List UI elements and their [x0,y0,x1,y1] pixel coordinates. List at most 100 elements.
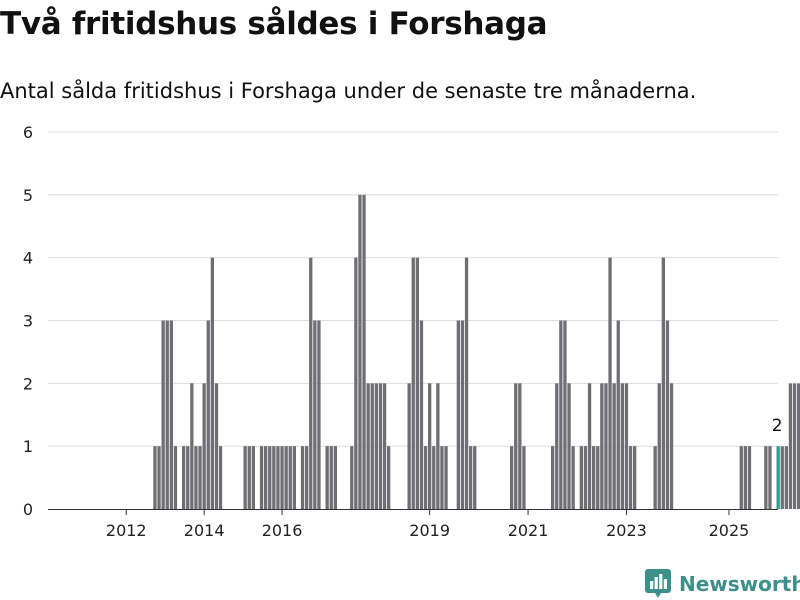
bar [370,383,374,509]
bar [460,320,465,509]
bar [268,446,272,509]
bar [764,446,768,509]
bar [325,446,329,509]
bar [374,383,378,509]
bar [259,446,264,509]
y-axis-ticks: 0 1 2 3 4 5 6 [23,123,33,519]
bar [784,446,788,509]
y-tick-label: 6 [23,123,33,142]
x-tick-label: 2016 [262,521,303,540]
bar [288,446,292,509]
bar [300,446,305,509]
bar [354,257,358,509]
bar [206,320,210,509]
bar [456,320,460,509]
y-tick-label: 3 [23,312,33,331]
bar [280,446,284,509]
x-tick-label: 2014 [184,521,225,540]
y-tick-label: 4 [23,249,33,268]
bar [600,383,604,509]
bar [251,446,255,509]
y-tick-label: 2 [23,374,33,393]
bar [378,383,383,509]
chart-subtitle: Antal sålda fritidshus i Forshaga under … [0,79,697,103]
bar [518,383,522,509]
bar [567,383,571,509]
bar [780,446,784,509]
bar [247,446,251,509]
bar [411,257,415,509]
newsworthy-logo: Newsworthy [645,569,800,599]
chart-title: Två fritidshus såldes i Forshaga [0,6,548,42]
bar [624,383,629,509]
brand-name: Newsworthy [679,572,800,596]
bar [292,446,296,509]
bar [366,383,370,509]
bar [559,320,563,509]
x-tick-label: 2025 [709,521,750,540]
bar [473,446,477,509]
bar [612,383,616,509]
bar [469,446,473,509]
data-label: 2 [772,416,783,436]
bar [210,257,214,509]
bar [387,446,391,509]
bar [317,320,321,509]
bar [661,257,665,509]
bar [276,446,280,509]
bar [571,446,575,509]
bar [792,383,797,509]
bar [419,320,424,509]
bar [423,446,428,509]
bar [464,257,469,509]
bar [608,257,612,509]
bar [436,383,440,509]
y-tick-label: 1 [23,437,33,456]
bar [309,257,313,509]
x-tick-label: 2021 [508,521,549,540]
bar [161,320,165,509]
bar [620,383,624,509]
bar [169,320,173,509]
bar [284,446,288,509]
bar [428,383,432,509]
x-axis-ticks: 2012 2014 2016 2019 2021 2023 2025 [106,521,749,540]
bar [362,194,366,509]
bar [305,446,309,509]
bar [739,446,743,509]
y-tick-label: 0 [23,500,33,519]
bar [358,194,362,509]
bar [743,446,747,509]
bars [153,194,800,509]
bar [415,257,419,509]
bar [797,383,800,509]
bar [186,446,190,509]
bar [264,446,268,509]
bar [657,383,661,509]
x-tick-label: 2019 [409,521,450,540]
bar [202,383,206,509]
bar [776,446,780,509]
bar [522,446,526,509]
bar [555,383,559,509]
bar [218,446,223,509]
bar [350,446,354,509]
bar [440,446,444,509]
bar-chart-pin-icon [645,569,671,598]
bar [747,446,752,509]
bar [788,383,793,509]
y-tick-label: 5 [23,186,33,205]
bar [665,320,670,509]
bar [628,446,633,509]
bar [669,383,674,509]
bar-chart: 0 1 2 3 4 5 6 2012 2014 2016 2019 2021 2023 2025 2 [23,123,800,540]
bar [510,446,514,509]
bar [596,446,600,509]
bar [616,320,620,509]
bar [214,383,219,509]
x-tick-label: 2023 [606,521,647,540]
x-tick-label: 2012 [106,521,147,540]
bar [587,383,592,509]
annotations: 2 [772,416,783,436]
bar [272,446,276,509]
